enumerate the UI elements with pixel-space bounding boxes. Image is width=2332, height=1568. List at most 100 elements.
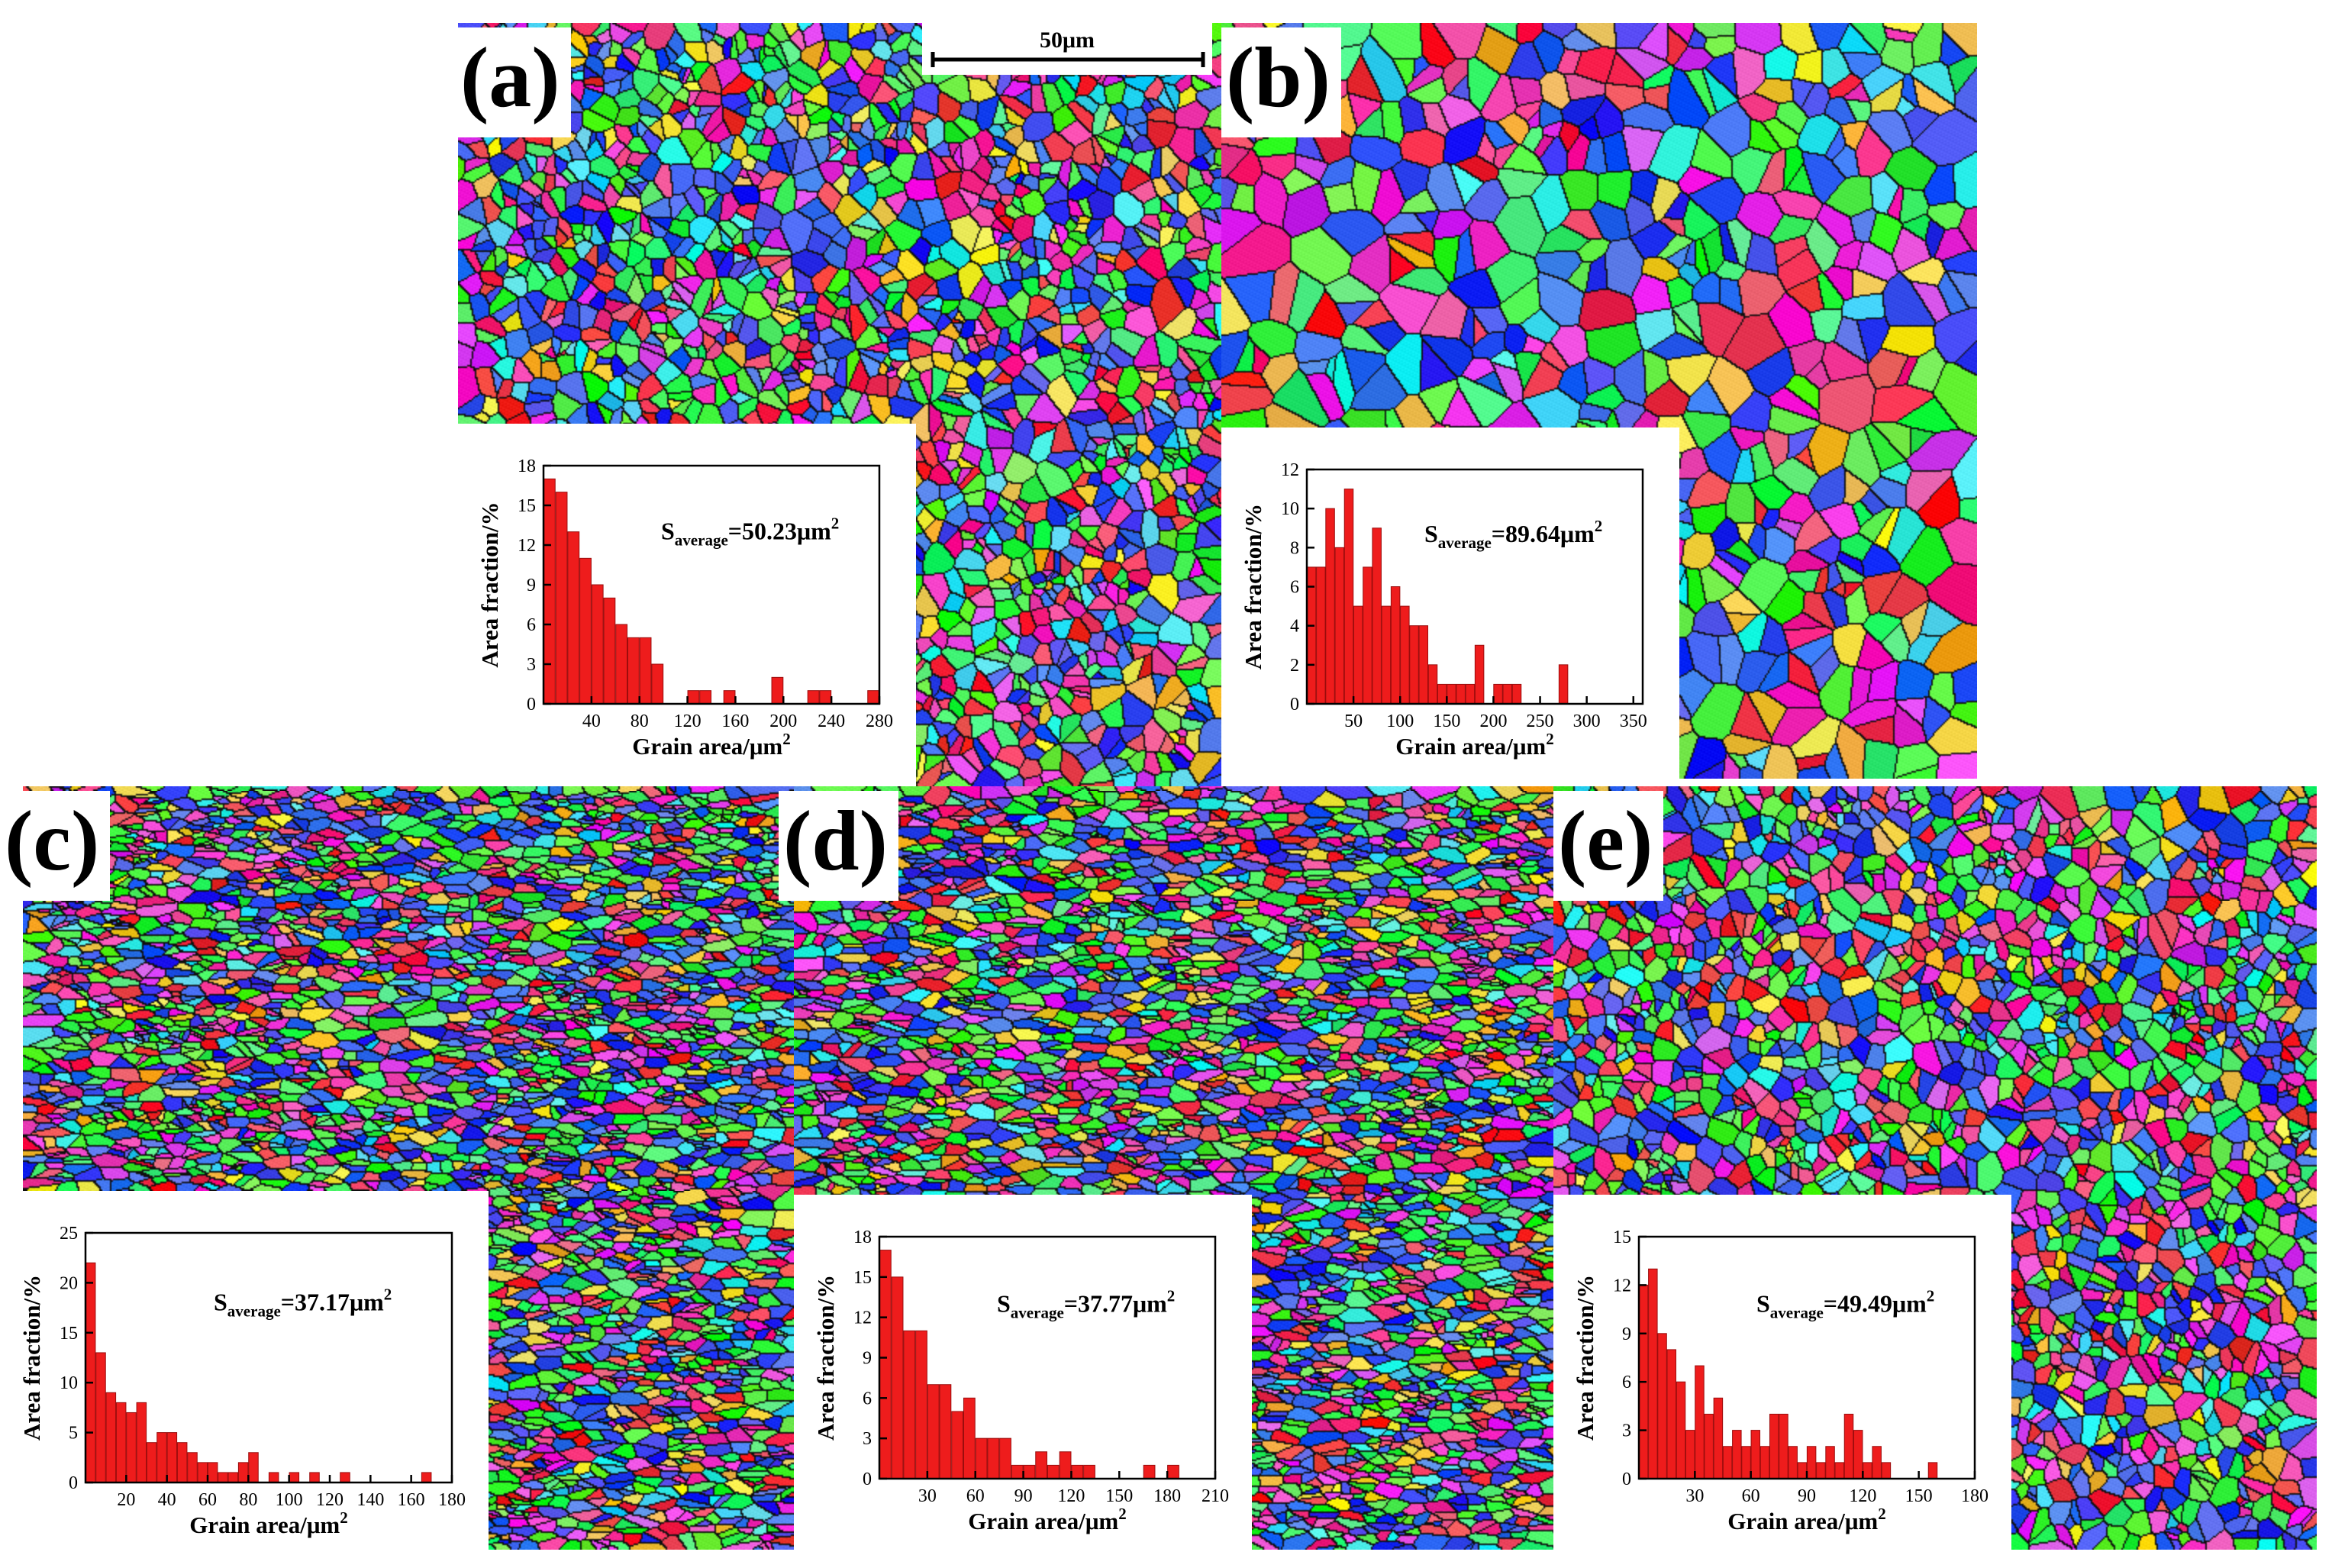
histogram-bar bbox=[1502, 683, 1513, 705]
x-tick-label: 120 bbox=[1057, 1486, 1085, 1506]
x-tick-label: 240 bbox=[818, 711, 845, 731]
x-tick-label: 180 bbox=[1153, 1486, 1181, 1506]
y-tick-label: 15 bbox=[60, 1324, 78, 1344]
panel-label-e: (e) bbox=[1553, 791, 1664, 901]
x-tick-label: 50 bbox=[1344, 711, 1363, 731]
x-tick-label: 210 bbox=[1201, 1486, 1229, 1506]
histogram-bar bbox=[1381, 605, 1392, 705]
histogram-bar bbox=[1927, 1462, 1938, 1479]
x-tick-label: 160 bbox=[721, 711, 749, 731]
histogram-bar bbox=[879, 1250, 892, 1479]
histogram-chart: 0 3 6 9 12 15 18 40 80 120 160 200 240 280 Grain area/… bbox=[476, 457, 893, 760]
histogram-bar bbox=[639, 637, 652, 705]
histogram-bar bbox=[1769, 1413, 1779, 1479]
histogram-bar bbox=[1648, 1268, 1658, 1479]
histogram-bar bbox=[1788, 1446, 1798, 1479]
y-tick-label: 15 bbox=[1613, 1228, 1631, 1247]
histogram-bar bbox=[309, 1472, 320, 1483]
histogram-bar bbox=[1657, 1333, 1667, 1479]
histogram-bar bbox=[1511, 683, 1522, 705]
histogram-bar bbox=[1834, 1462, 1845, 1479]
y-tick-label: 2 bbox=[1290, 656, 1299, 676]
x-tick-label: 160 bbox=[398, 1490, 425, 1510]
x-tick-label: 200 bbox=[1479, 711, 1507, 731]
y-tick-label: 9 bbox=[527, 576, 536, 595]
y-tick-label: 12 bbox=[853, 1308, 872, 1328]
x-tick-label: 120 bbox=[1849, 1486, 1876, 1506]
x-tick-label: 90 bbox=[1014, 1486, 1033, 1506]
histogram-bar bbox=[1372, 528, 1382, 705]
histogram-bar bbox=[227, 1472, 239, 1483]
y-tick-label: 6 bbox=[1290, 578, 1299, 598]
y-tick-label: 3 bbox=[527, 655, 536, 675]
histogram-bar bbox=[543, 478, 556, 705]
histogram-bar bbox=[1465, 683, 1476, 705]
y-tick-label: 6 bbox=[527, 615, 536, 635]
y-tick-label: 10 bbox=[1281, 499, 1299, 519]
histogram-bar bbox=[819, 690, 832, 705]
histogram-bar bbox=[687, 690, 700, 705]
x-tick-label: 40 bbox=[158, 1490, 176, 1510]
histogram-bar bbox=[1306, 566, 1317, 705]
average-grain-area-annotation: Saverage=37.17μm2 bbox=[214, 1285, 392, 1320]
histogram-bar bbox=[340, 1472, 350, 1483]
x-tick-label: 120 bbox=[674, 711, 702, 731]
histogram-bar bbox=[891, 1276, 904, 1479]
histogram-chart: 0 2 4 6 8 10 12 50 100 150 200 250 300 350 Grain area/… bbox=[1240, 460, 1647, 760]
histogram-bar bbox=[1713, 1397, 1724, 1479]
histogram-bar bbox=[1843, 1413, 1854, 1479]
y-tick-label: 15 bbox=[853, 1268, 872, 1288]
histogram-bar bbox=[1047, 1464, 1060, 1479]
histogram-bar bbox=[1695, 1365, 1705, 1479]
histogram-inset-e: 0 3 6 9 12 15 30 60 90 120 150 180 Grain area/μm2 Are… bbox=[1553, 1195, 2011, 1561]
x-tick-label: 60 bbox=[1742, 1486, 1760, 1506]
average-grain-area-annotation: Saverage=49.49μm2 bbox=[1756, 1286, 1934, 1321]
histogram-bar bbox=[1325, 508, 1335, 705]
histogram-bar bbox=[166, 1432, 178, 1483]
plot-frame bbox=[84, 1231, 453, 1484]
y-tick-label: 3 bbox=[1622, 1421, 1631, 1441]
histogram-bar bbox=[1558, 664, 1569, 705]
y-tick-label: 9 bbox=[863, 1349, 872, 1369]
histogram-bar bbox=[156, 1432, 167, 1483]
histogram-bar bbox=[1797, 1462, 1808, 1479]
histogram-bar bbox=[237, 1462, 249, 1483]
histogram-chart: 0 3 6 9 12 15 30 60 90 120 150 180 Grain area/μm2 Are… bbox=[1572, 1228, 1988, 1534]
histogram-bar bbox=[95, 1352, 106, 1483]
panel-label-c: (c) bbox=[0, 791, 111, 901]
histogram-bar bbox=[1167, 1464, 1179, 1479]
x-tick-label: 180 bbox=[438, 1490, 466, 1510]
histogram-bar bbox=[1779, 1413, 1789, 1479]
y-tick-label: 0 bbox=[1290, 695, 1299, 715]
x-axis-label: Grain area/μm2 bbox=[968, 1505, 1126, 1534]
y-tick-label: 12 bbox=[518, 536, 536, 556]
y-axis-label: Area fraction/% bbox=[476, 502, 503, 667]
y-tick-label: 8 bbox=[1290, 538, 1299, 558]
histogram-bar bbox=[1872, 1446, 1882, 1479]
histogram-bar bbox=[1676, 1381, 1686, 1479]
x-axis-label: Grain area/μm2 bbox=[1395, 730, 1553, 760]
y-tick-label: 5 bbox=[69, 1424, 78, 1444]
x-tick-label: 120 bbox=[316, 1490, 344, 1510]
x-tick-label: 20 bbox=[117, 1490, 135, 1510]
histogram-chart: 0 3 6 9 12 15 18 30 60 90 120 150 180 210 Grain area/μ… bbox=[812, 1228, 1229, 1534]
histogram-bar bbox=[1390, 586, 1401, 705]
average-grain-area-annotation: Saverage=37.77μm2 bbox=[997, 1286, 1175, 1321]
histogram-bar bbox=[927, 1384, 940, 1479]
histogram-bar bbox=[1409, 625, 1419, 705]
x-tick-label: 140 bbox=[356, 1490, 384, 1510]
y-tick-label: 0 bbox=[863, 1470, 872, 1489]
histogram-bar bbox=[999, 1437, 1011, 1479]
average-grain-area-annotation: Saverage=50.23μm2 bbox=[661, 515, 839, 550]
x-axis-label: Grain area/μm2 bbox=[1727, 1505, 1885, 1534]
histogram-bar bbox=[1863, 1462, 1872, 1479]
histogram-bar bbox=[939, 1384, 952, 1479]
histogram-bar bbox=[1363, 566, 1372, 705]
histogram-bar bbox=[1418, 625, 1429, 705]
histogram-bar bbox=[1071, 1464, 1084, 1479]
scale-bar: 50μm bbox=[922, 23, 1212, 75]
x-axis-label: Grain area/μm2 bbox=[632, 730, 790, 760]
histogram-bar bbox=[1023, 1464, 1036, 1479]
x-tick-label: 40 bbox=[582, 711, 601, 731]
histogram-bar bbox=[1035, 1451, 1048, 1479]
